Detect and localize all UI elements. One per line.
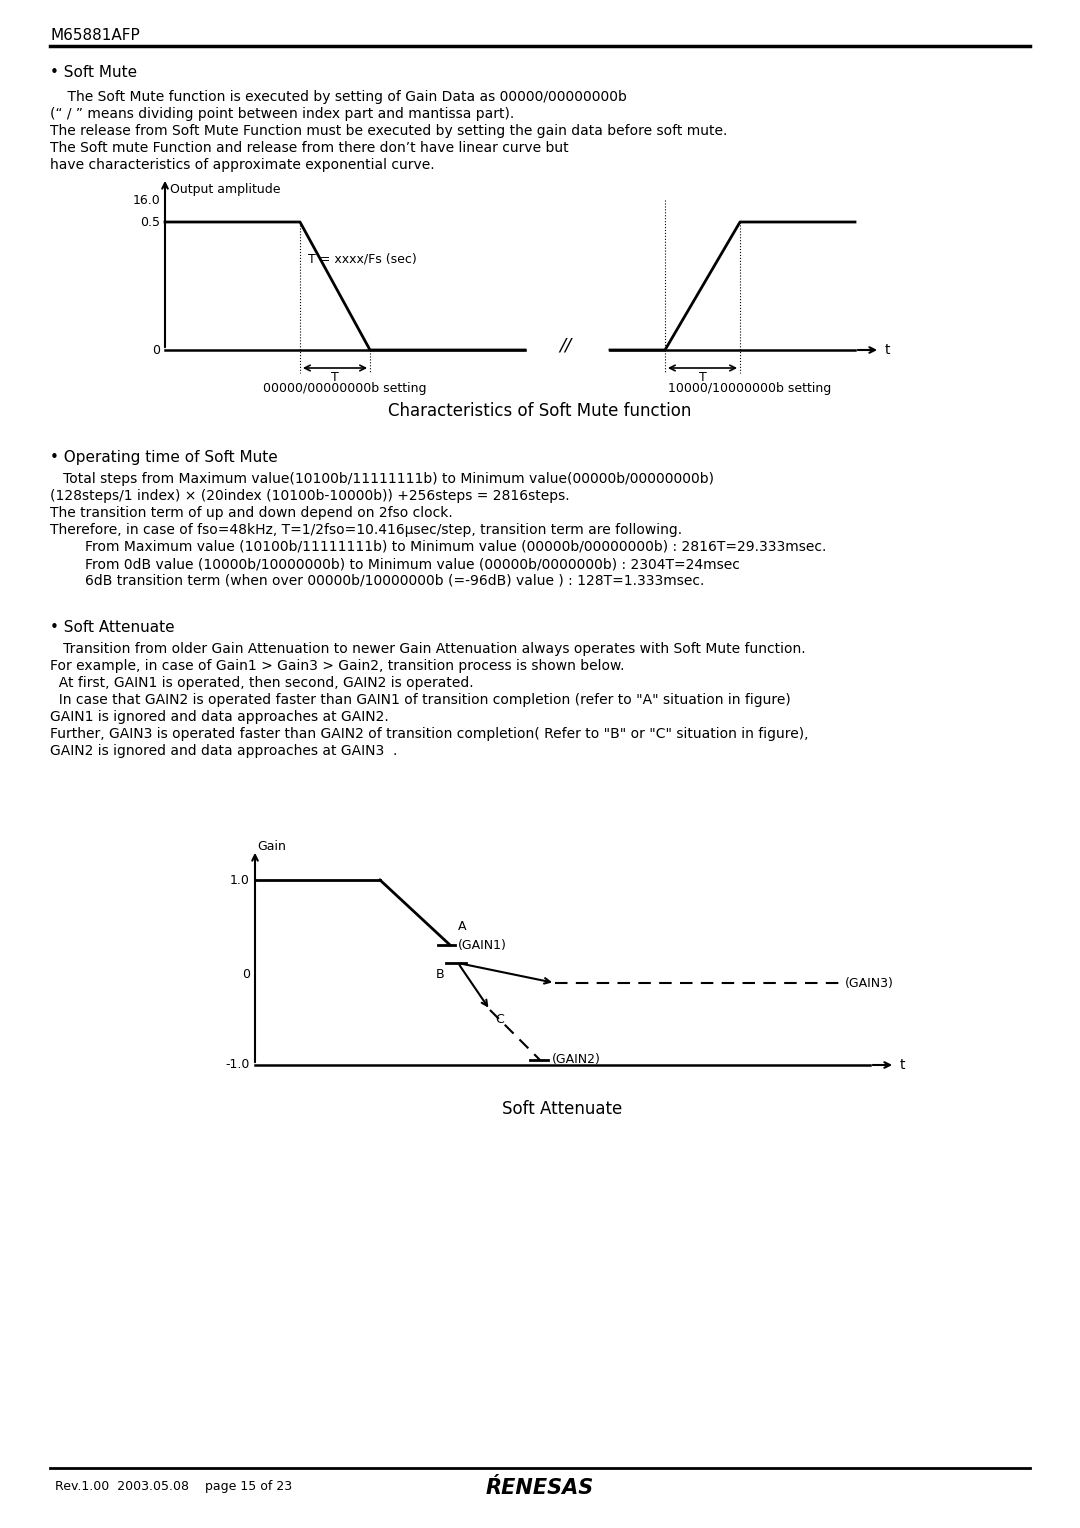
Text: Further, GAIN3 is operated faster than GAIN2 of transition completion( Refer to : Further, GAIN3 is operated faster than G… — [50, 727, 809, 741]
Text: C: C — [495, 1013, 503, 1025]
Text: -1.0: -1.0 — [226, 1059, 249, 1071]
Text: ŔENESAS: ŔENESAS — [486, 1478, 594, 1497]
Text: The release from Soft Mute Function must be executed by setting the gain data be: The release from Soft Mute Function must… — [50, 124, 727, 138]
Text: Total steps from Maximum value(10100b/11111111b) to Minimum value(00000b/0000000: Total steps from Maximum value(10100b/11… — [50, 472, 714, 486]
Text: 16.0: 16.0 — [132, 194, 160, 206]
Text: 0: 0 — [152, 344, 160, 356]
Text: //: // — [558, 336, 571, 354]
Text: (GAIN3): (GAIN3) — [845, 976, 894, 990]
Text: • Soft Attenuate: • Soft Attenuate — [50, 620, 175, 636]
Text: 1.0: 1.0 — [230, 874, 249, 886]
Text: From 0dB value (10000b/10000000b) to Minimum value (00000b/0000000b) : 2304T=24m: From 0dB value (10000b/10000000b) to Min… — [50, 558, 740, 571]
Text: For example, in case of Gain1 > Gain3 > Gain2, transition process is shown below: For example, in case of Gain1 > Gain3 > … — [50, 659, 624, 672]
Text: Gain: Gain — [257, 840, 286, 853]
Text: (GAIN1): (GAIN1) — [458, 938, 507, 952]
Text: T: T — [332, 371, 339, 384]
Text: have characteristics of approximate exponential curve.: have characteristics of approximate expo… — [50, 157, 434, 173]
Text: Output amplitude: Output amplitude — [170, 183, 281, 196]
Text: The Soft mute Function and release from there don’t have linear curve but: The Soft mute Function and release from … — [50, 141, 569, 154]
Text: Rev.1.00  2003.05.08    page 15 of 23: Rev.1.00 2003.05.08 page 15 of 23 — [55, 1481, 292, 1493]
Text: GAIN1 is ignored and data approaches at GAIN2.: GAIN1 is ignored and data approaches at … — [50, 711, 389, 724]
Text: Characteristics of Soft Mute function: Characteristics of Soft Mute function — [389, 402, 691, 420]
Text: M65881AFP: M65881AFP — [50, 28, 139, 43]
Text: • Operating time of Soft Mute: • Operating time of Soft Mute — [50, 451, 278, 465]
Text: The transition term of up and down depend on 2fso clock.: The transition term of up and down depen… — [50, 506, 453, 520]
Text: Soft Attenuate: Soft Attenuate — [502, 1100, 623, 1118]
Text: • Soft Mute: • Soft Mute — [50, 66, 137, 79]
Text: t: t — [885, 342, 891, 358]
Text: GAIN2 is ignored and data approaches at GAIN3  .: GAIN2 is ignored and data approaches at … — [50, 744, 397, 758]
Text: 0.5: 0.5 — [140, 215, 160, 229]
Text: (GAIN2): (GAIN2) — [552, 1053, 600, 1067]
Text: Therefore, in case of fso=48kHz, T=1/2fso=10.416μsec/step, transition term are f: Therefore, in case of fso=48kHz, T=1/2fs… — [50, 523, 683, 536]
Text: In case that GAIN2 is operated faster than GAIN1 of transition completion (refer: In case that GAIN2 is operated faster th… — [50, 694, 791, 707]
Text: The Soft Mute function is executed by setting of Gain Data as 00000/00000000b: The Soft Mute function is executed by se… — [50, 90, 626, 104]
Text: t: t — [900, 1057, 905, 1073]
Text: From Maximum value (10100b/11111111b) to Minimum value (00000b/00000000b) : 2816: From Maximum value (10100b/11111111b) to… — [50, 539, 826, 555]
Text: Transition from older Gain Attenuation to newer Gain Attenuation always operates: Transition from older Gain Attenuation t… — [50, 642, 806, 656]
Text: (128steps/1 index) × (20index (10100b-10000b)) +256steps = 2816steps.: (128steps/1 index) × (20index (10100b-10… — [50, 489, 569, 503]
Text: B: B — [436, 969, 445, 981]
Text: 6dB transition term (when over 00000b/10000000b (=-96dB) value ) : 128T=1.333mse: 6dB transition term (when over 00000b/10… — [50, 575, 704, 588]
Text: 10000/10000000b setting: 10000/10000000b setting — [669, 382, 832, 396]
Text: 0: 0 — [242, 969, 249, 981]
Text: T: T — [699, 371, 706, 384]
Text: T = xxxx/Fs (sec): T = xxxx/Fs (sec) — [308, 252, 417, 264]
Text: At first, GAIN1 is operated, then second, GAIN2 is operated.: At first, GAIN1 is operated, then second… — [50, 675, 474, 691]
Text: 00000/00000000b setting: 00000/00000000b setting — [264, 382, 427, 396]
Text: A: A — [458, 920, 467, 934]
Text: (“ / ” means dividing point between index part and mantissa part).: (“ / ” means dividing point between inde… — [50, 107, 514, 121]
